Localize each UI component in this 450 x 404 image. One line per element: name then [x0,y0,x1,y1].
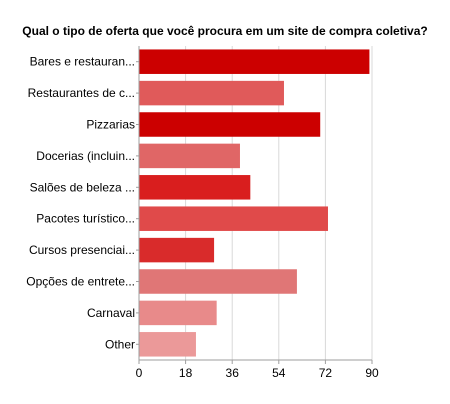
x-tick-label: 72 [319,366,333,380]
category-label: Docerias (incluin... [36,149,135,163]
x-tick-label: 90 [365,366,379,380]
category-label: Bares e restauran... [30,55,135,69]
category-label: Restaurantes de c... [28,86,135,100]
bar [139,175,251,200]
x-axis-ticks: 0 18 36 54 72 90 [136,360,379,380]
bar [139,332,196,357]
x-tick-label: 36 [226,366,240,380]
bar [139,143,240,169]
x-tick-label: 54 [272,366,286,380]
bar [139,80,284,106]
category-label: Pizzarias [86,118,135,132]
bar [139,112,321,137]
chart-title: Qual o tipo de oferta que você procura e… [22,24,427,38]
category-label: Opções de entrete... [26,275,135,289]
category-labels: Bares e restauran... Restaurantes de c...… [26,55,139,351]
bar [139,300,217,326]
category-label: Carnaval [87,306,135,320]
bar [139,237,215,263]
category-label: Pacotes turístico... [36,212,135,226]
category-label: Salões de beleza ... [30,180,135,194]
category-label: Other [105,337,135,351]
category-label: Cursos presenciai... [29,243,135,257]
x-tick-label: 18 [179,366,193,380]
bar [139,206,328,231]
bar [139,269,297,294]
bar [139,49,370,74]
bars [139,49,370,357]
x-tick-label: 0 [136,366,143,380]
